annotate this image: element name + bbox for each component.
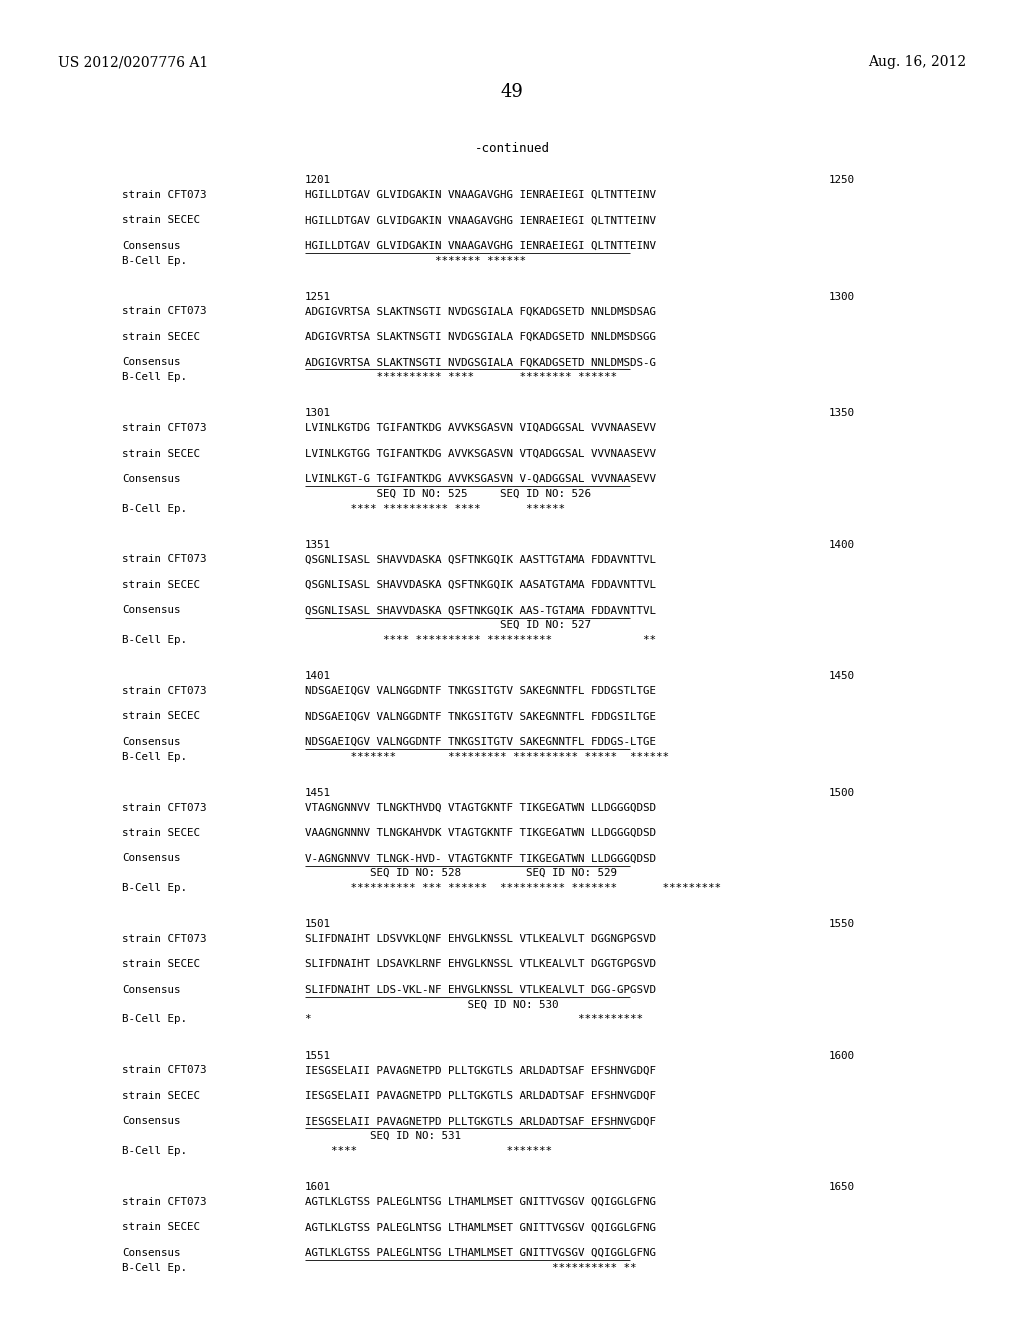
Text: LVINLKGTDG TGIFANTKDG AVVKSGASVN VIQADGGSAL VVVNAASEVV: LVINLKGTDG TGIFANTKDG AVVKSGASVN VIQADGG…: [305, 422, 656, 433]
Text: 1450: 1450: [829, 671, 855, 681]
Text: ADGIGVRTSA SLAKTNSGTI NVDGSGIALA FQKADGSETD NNLDMSDS-G: ADGIGVRTSA SLAKTNSGTI NVDGSGIALA FQKADGS…: [305, 358, 656, 367]
Text: -continued: -continued: [474, 141, 550, 154]
Text: 1351: 1351: [305, 540, 331, 549]
Text: strain SECEC: strain SECEC: [122, 1222, 200, 1233]
Text: HGILLDTGAV GLVIDGAKIN VNAAGAVGHG IENRAEIEGI QLTNTTEINV: HGILLDTGAV GLVIDGAKIN VNAAGAVGHG IENRAEI…: [305, 215, 656, 226]
Text: IESGSELAII PAVAGNETPD PLLTGKGTLS ARLDADTSAF EFSHNVGDQF: IESGSELAII PAVAGNETPD PLLTGKGTLS ARLDADT…: [305, 1065, 656, 1076]
Text: US 2012/0207776 A1: US 2012/0207776 A1: [58, 55, 208, 69]
Text: strain SECEC: strain SECEC: [122, 331, 200, 342]
Text: QSGNLISASL SHAVVDASKA QSFTNKGQIK AAS-TGTAMA FDDAVNTTVL: QSGNLISASL SHAVVDASKA QSFTNKGQIK AAS-TGT…: [305, 606, 656, 615]
Text: **** ********** ****       ******: **** ********** **** ******: [305, 503, 565, 513]
Text: 1451: 1451: [305, 788, 331, 797]
Text: strain CFT073: strain CFT073: [122, 1065, 207, 1076]
Text: B-Cell Ep.: B-Cell Ep.: [122, 1146, 187, 1156]
Text: B-Cell Ep.: B-Cell Ep.: [122, 883, 187, 894]
Text: ****                       *******: **** *******: [305, 1146, 552, 1156]
Text: *                                         **********: * **********: [305, 1015, 643, 1024]
Text: **** ********** **********              **: **** ********** ********** **: [305, 635, 656, 645]
Text: VAAGNGNNNV TLNGKAHVDK VTAGTGKNTF TIKGEGATWN LLDGGGQDSD: VAAGNGNNNV TLNGKAHVDK VTAGTGKNTF TIKGEGA…: [305, 828, 656, 838]
Text: Consensus: Consensus: [122, 240, 180, 251]
Text: Consensus: Consensus: [122, 358, 180, 367]
Text: 1201: 1201: [305, 176, 331, 185]
Text: strain SECEC: strain SECEC: [122, 711, 200, 721]
Text: 1350: 1350: [829, 408, 855, 418]
Text: strain CFT073: strain CFT073: [122, 422, 207, 433]
Text: strain SECEC: strain SECEC: [122, 579, 200, 590]
Text: 1400: 1400: [829, 540, 855, 549]
Text: B-Cell Ep.: B-Cell Ep.: [122, 1262, 187, 1272]
Text: Consensus: Consensus: [122, 474, 180, 484]
Text: Consensus: Consensus: [122, 1247, 180, 1258]
Text: B-Cell Ep.: B-Cell Ep.: [122, 751, 187, 762]
Text: 1251: 1251: [305, 292, 331, 302]
Text: strain SECEC: strain SECEC: [122, 828, 200, 838]
Text: B-Cell Ep.: B-Cell Ep.: [122, 503, 187, 513]
Text: strain SECEC: strain SECEC: [122, 215, 200, 226]
Text: AGTLKLGTSS PALEGLNTSG LTHAMLMSET GNITTVGSGV QQIGGLGFNG: AGTLKLGTSS PALEGLNTSG LTHAMLMSET GNITTVG…: [305, 1222, 656, 1233]
Text: SEQ ID NO: 528          SEQ ID NO: 529: SEQ ID NO: 528 SEQ ID NO: 529: [305, 869, 617, 878]
Text: 1501: 1501: [305, 919, 331, 929]
Text: QSGNLISASL SHAVVDASKA QSFTNKGQIK AASTTGTAMA FDDAVNTTVL: QSGNLISASL SHAVVDASKA QSFTNKGQIK AASTTGT…: [305, 554, 656, 565]
Text: ********** *** ******  ********** *******       *********: ********** *** ****** ********** *******…: [305, 883, 721, 894]
Text: SEQ ID NO: 527: SEQ ID NO: 527: [305, 620, 591, 630]
Text: SLIFDNAIHT LDSVVKLQNF EHVGLKNSSL VTLKEALVLT DGGNGPGSVD: SLIFDNAIHT LDSVVKLQNF EHVGLKNSSL VTLKEAL…: [305, 935, 656, 944]
Text: AGTLKLGTSS PALEGLNTSG LTHAMLMSET GNITTVGSGV QQIGGLGFNG: AGTLKLGTSS PALEGLNTSG LTHAMLMSET GNITTVG…: [305, 1197, 656, 1206]
Text: ******* ******: ******* ******: [305, 256, 526, 265]
Text: 1401: 1401: [305, 671, 331, 681]
Text: V-AGNGNNVV TLNGK-HVD- VTAGTGKNTF TIKGEGATWN LLDGGGQDSD: V-AGNGNNVV TLNGK-HVD- VTAGTGKNTF TIKGEGA…: [305, 854, 656, 863]
Text: strain CFT073: strain CFT073: [122, 306, 207, 317]
Text: strain CFT073: strain CFT073: [122, 190, 207, 199]
Text: B-Cell Ep.: B-Cell Ep.: [122, 635, 187, 645]
Text: SEQ ID NO: 525     SEQ ID NO: 526: SEQ ID NO: 525 SEQ ID NO: 526: [305, 488, 591, 499]
Text: strain CFT073: strain CFT073: [122, 803, 207, 813]
Text: Consensus: Consensus: [122, 985, 180, 995]
Text: NDSGAEIQGV VALNGGDNTF TNKGSITGTV SAKEGNNTFL FDDGS-LTGE: NDSGAEIQGV VALNGGDNTF TNKGSITGTV SAKEGNN…: [305, 737, 656, 747]
Text: Consensus: Consensus: [122, 1117, 180, 1126]
Text: 49: 49: [501, 83, 523, 102]
Text: Consensus: Consensus: [122, 854, 180, 863]
Text: ADGIGVRTSA SLAKTNSGTI NVDGSGIALA FQKADGSETD NNLDMSDSGG: ADGIGVRTSA SLAKTNSGTI NVDGSGIALA FQKADGS…: [305, 331, 656, 342]
Text: SEQ ID NO: 531: SEQ ID NO: 531: [305, 1131, 461, 1140]
Text: AGTLKLGTSS PALEGLNTSG LTHAMLMSET GNITTVGSGV QQIGGLGFNG: AGTLKLGTSS PALEGLNTSG LTHAMLMSET GNITTVG…: [305, 1247, 656, 1258]
Text: strain SECEC: strain SECEC: [122, 449, 200, 458]
Text: ********** ****       ******** ******: ********** **** ******** ******: [305, 372, 617, 381]
Text: strain CFT073: strain CFT073: [122, 686, 207, 696]
Text: IESGSELAII PAVAGNETPD PLLTGKGTLS ARLDADTSAF EFSHNVGDQF: IESGSELAII PAVAGNETPD PLLTGKGTLS ARLDADT…: [305, 1090, 656, 1101]
Text: ********** **: ********** **: [305, 1262, 637, 1272]
Text: IESGSELAII PAVAGNETPD PLLTGKGTLS ARLDADTSAF EFSHNVGDQF: IESGSELAII PAVAGNETPD PLLTGKGTLS ARLDADT…: [305, 1117, 656, 1126]
Text: 1600: 1600: [829, 1051, 855, 1060]
Text: 1301: 1301: [305, 408, 331, 418]
Text: NDSGAEIQGV VALNGGDNTF TNKGSITGTV SAKEGNNTFL FDDGSILTGE: NDSGAEIQGV VALNGGDNTF TNKGSITGTV SAKEGNN…: [305, 711, 656, 721]
Text: 1500: 1500: [829, 788, 855, 797]
Text: LVINLKGT-G TGIFANTKDG AVVKSGASVN V-QADGGSAL VVVNAASEVV: LVINLKGT-G TGIFANTKDG AVVKSGASVN V-QADGG…: [305, 474, 656, 484]
Text: strain CFT073: strain CFT073: [122, 935, 207, 944]
Text: B-Cell Ep.: B-Cell Ep.: [122, 256, 187, 265]
Text: 1650: 1650: [829, 1181, 855, 1192]
Text: strain CFT073: strain CFT073: [122, 1197, 207, 1206]
Text: 1300: 1300: [829, 292, 855, 302]
Text: Consensus: Consensus: [122, 737, 180, 747]
Text: strain CFT073: strain CFT073: [122, 554, 207, 565]
Text: strain SECEC: strain SECEC: [122, 1090, 200, 1101]
Text: LVINLKGTGG TGIFANTKDG AVVKSGASVN VTQADGGSAL VVVNAASEVV: LVINLKGTGG TGIFANTKDG AVVKSGASVN VTQADGG…: [305, 449, 656, 458]
Text: SEQ ID NO: 530: SEQ ID NO: 530: [305, 999, 558, 1010]
Text: B-Cell Ep.: B-Cell Ep.: [122, 372, 187, 381]
Text: 1601: 1601: [305, 1181, 331, 1192]
Text: Aug. 16, 2012: Aug. 16, 2012: [868, 55, 966, 69]
Text: Consensus: Consensus: [122, 606, 180, 615]
Text: NDSGAEIQGV VALNGGDNTF TNKGSITGTV SAKEGNNTFL FDDGSTLTGE: NDSGAEIQGV VALNGGDNTF TNKGSITGTV SAKEGNN…: [305, 686, 656, 696]
Text: VTAGNGNNVV TLNGKTHVDQ VTAGTGKNTF TIKGEGATWN LLDGGGQDSD: VTAGNGNNVV TLNGKTHVDQ VTAGTGKNTF TIKGEGA…: [305, 803, 656, 813]
Text: 1551: 1551: [305, 1051, 331, 1060]
Text: HGILLDTGAV GLVIDGAKIN VNAAGAVGHG IENRAEIEGI QLTNTTEINV: HGILLDTGAV GLVIDGAKIN VNAAGAVGHG IENRAEI…: [305, 240, 656, 251]
Text: SLIFDNAIHT LDS-VKL-NF EHVGLKNSSL VTLKEALVLT DGG-GPGSVD: SLIFDNAIHT LDS-VKL-NF EHVGLKNSSL VTLKEAL…: [305, 985, 656, 995]
Text: *******        ********* ********** *****  ******: ******* ********* ********** ***** *****…: [305, 751, 669, 762]
Text: ADGIGVRTSA SLAKTNSGTI NVDGSGIALA FQKADGSETD NNLDMSDSAG: ADGIGVRTSA SLAKTNSGTI NVDGSGIALA FQKADGS…: [305, 306, 656, 317]
Text: SLIFDNAIHT LDSAVKLRNF EHVGLKNSSL VTLKEALVLT DGGTGPGSVD: SLIFDNAIHT LDSAVKLRNF EHVGLKNSSL VTLKEAL…: [305, 960, 656, 969]
Text: strain SECEC: strain SECEC: [122, 960, 200, 969]
Text: HGILLDTGAV GLVIDGAKIN VNAAGAVGHG IENRAEIEGI QLTNTTEINV: HGILLDTGAV GLVIDGAKIN VNAAGAVGHG IENRAEI…: [305, 190, 656, 199]
Text: QSGNLISASL SHAVVDASKA QSFTNKGQIK AASATGTAMA FDDAVNTTVL: QSGNLISASL SHAVVDASKA QSFTNKGQIK AASATGT…: [305, 579, 656, 590]
Text: 1250: 1250: [829, 176, 855, 185]
Text: B-Cell Ep.: B-Cell Ep.: [122, 1015, 187, 1024]
Text: 1550: 1550: [829, 919, 855, 929]
